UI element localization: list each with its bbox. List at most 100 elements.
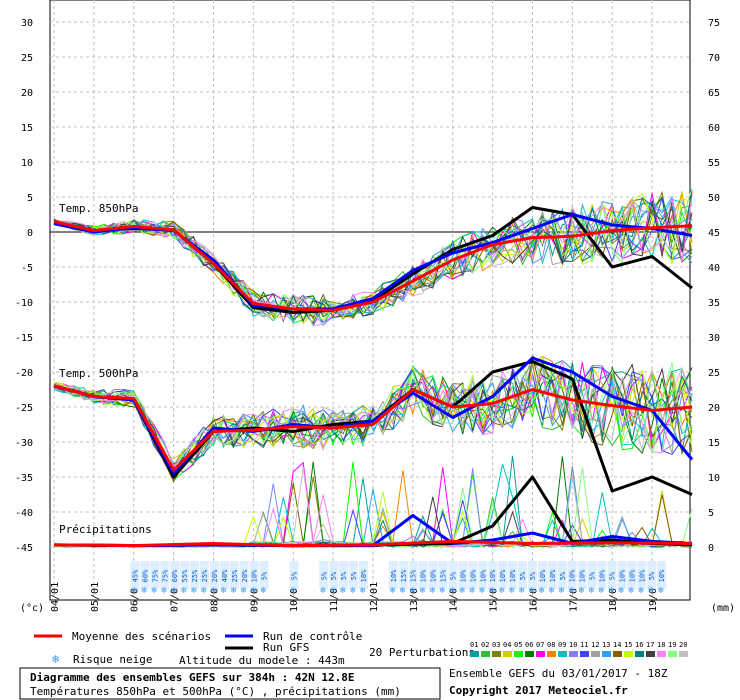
snow-risk-cell (617, 561, 627, 589)
snow-risk-cell (239, 561, 249, 589)
left-tick-label: 15 (21, 123, 33, 134)
snow-risk-cell (527, 561, 537, 589)
label-t850: Temp. 850hPa (59, 202, 138, 215)
left-tick-label: 20 (21, 88, 33, 99)
snowflake-icon: ❄ (549, 586, 555, 596)
snow-risk-cell (418, 561, 428, 589)
snow-risk-value: 10% (499, 569, 507, 582)
snow-risk-cell (478, 561, 488, 589)
snow-risk-cell (468, 561, 478, 589)
snow-risk-row: 45%❄60%❄75%❄75%❄60%❄55%❄25%❄25%❄20%❄40%❄… (130, 561, 667, 596)
snow-risk-value: 5% (589, 571, 597, 580)
snowflake-icon: ❄ (171, 586, 177, 596)
snow-risk-value: 20% (211, 569, 219, 582)
snow-risk-value: 5% (261, 571, 269, 580)
snow-risk-value: 10% (390, 569, 398, 582)
snowflake-icon: ❄ (449, 586, 455, 596)
series-moyenne-des-sc-narios-t500-line (53, 384, 693, 472)
snow-risk-cell (438, 561, 448, 589)
snow-risk-value: 25% (191, 569, 199, 582)
snow-risk-value: 15% (410, 569, 418, 582)
date-tick-label: 07/01 (170, 582, 181, 612)
snowflake-icon: ❄ (638, 586, 644, 596)
perturbation-swatches: 01 02 03 04 05 06 07 08 09 10 11 12 13 14 15 16 17 18 19 20 (470, 641, 688, 657)
perturbation-swatch (547, 651, 556, 657)
snow-risk-value: 10% (549, 569, 557, 582)
snow-risk-value: 10% (569, 569, 577, 582)
right-tick-label: 35 (708, 298, 720, 309)
left-tick-label: -15 (15, 333, 33, 344)
snow-risk-value: 10% (658, 569, 666, 582)
left-tick-label: -25 (15, 403, 33, 414)
left-tick-label: 5 (27, 193, 33, 204)
perturbation-swatch (580, 651, 589, 657)
snowflake-icon: ❄ (569, 586, 575, 596)
snowflake-icon: ❄ (420, 586, 426, 596)
snowflake-icon: ❄ (52, 652, 59, 666)
snow-risk-cell (597, 561, 607, 589)
snow-risk-cell (229, 561, 239, 589)
snowflake-icon: ❄ (469, 586, 475, 596)
footer-title: Diagramme des ensembles GEFS sur 384h : … (30, 671, 355, 684)
snow-risk-cell (130, 561, 140, 589)
left-tick-label: 10 (21, 158, 33, 169)
perturbation-number: 01 (470, 641, 478, 649)
snow-risk-cell (388, 561, 398, 589)
snow-risk-value: 5% (320, 571, 328, 580)
snow-risk-cell (398, 561, 408, 589)
perturbation-swatch (525, 651, 534, 657)
perturbation-number: 18 (657, 641, 665, 649)
snow-risk-cell (150, 561, 160, 589)
right-tick-label: 15 (708, 438, 720, 449)
snow-risk-value: 5% (608, 571, 616, 580)
snow-risk-cell (190, 561, 200, 589)
snow-risk-cell (408, 561, 418, 589)
snowflake-icon: ❄ (599, 586, 605, 596)
snow-risk-value: 75% (161, 569, 169, 582)
left-unit: (°c) (20, 603, 44, 614)
perturbation-swatch (492, 651, 501, 657)
date-tick-label: 08/01 (209, 582, 220, 612)
snow-risk-value: 10% (360, 569, 368, 582)
right-tick-label: 45 (708, 228, 720, 239)
perturbation-number: 12 (591, 641, 599, 649)
right-tick-label: 50 (708, 193, 720, 204)
perturbation-number: 14 (613, 641, 621, 649)
perturbation-swatch (624, 651, 633, 657)
perturbation-swatch (481, 651, 490, 657)
snowflake-icon: ❄ (440, 586, 446, 596)
snowflake-icon: ❄ (519, 586, 525, 596)
snowflake-icon: ❄ (579, 586, 585, 596)
snowflake-icon: ❄ (261, 586, 267, 596)
perturbation-swatch (668, 651, 677, 657)
legend-control-label: Run de contrôle (263, 630, 362, 643)
date-tick-label: 13/01 (409, 582, 420, 612)
right-tick-label: 40 (708, 263, 720, 274)
snowflake-icon: ❄ (559, 586, 565, 596)
snow-risk-cell (170, 561, 180, 589)
snow-risk-value: 75% (151, 569, 159, 582)
snow-risk-value: 10% (509, 569, 517, 582)
snow-risk-cell (587, 561, 597, 589)
footer-subtitle: Températures 850hPa et 500hPa (°C) , pré… (30, 685, 401, 698)
perturbation-number: 04 (503, 641, 511, 649)
series-moyenne-des-sc-narios-precip-line (53, 539, 693, 548)
perturbation-number: 05 (514, 641, 522, 649)
label-precip: Précipitations (59, 523, 152, 536)
footer-box (19, 667, 441, 700)
snowflake-icon: ❄ (628, 586, 634, 596)
right-tick-label: 5 (708, 508, 714, 519)
perturbation-swatch (613, 651, 622, 657)
right-tick-label: 25 (708, 368, 720, 379)
snow-risk-cell (219, 561, 229, 589)
snow-risk-cell (289, 561, 299, 589)
snow-risk-cell (498, 561, 508, 589)
right-tick-label: 70 (708, 53, 720, 64)
snow-risk-value: 40% (221, 569, 229, 582)
perturbation-number: 10 (569, 641, 577, 649)
snow-risk-cell (259, 561, 269, 589)
left-tick-label: -45 (15, 543, 33, 554)
left-tick-label: -30 (15, 438, 33, 449)
